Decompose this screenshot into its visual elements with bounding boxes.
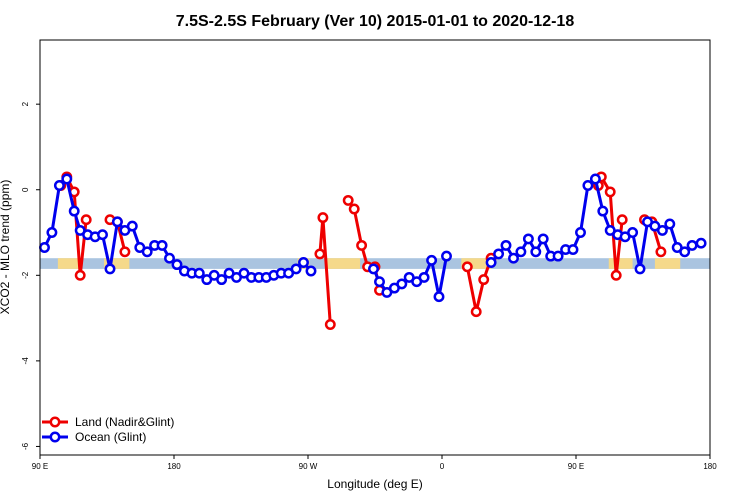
- ocean-data-point: [104, 263, 116, 275]
- ocean-data-point: [433, 291, 445, 303]
- ocean-data-point: [686, 239, 698, 251]
- land-data-point: [74, 269, 86, 281]
- x-tick-label: 90 E: [32, 462, 48, 471]
- land-band: [327, 258, 361, 269]
- ocean-data-point: [418, 271, 430, 283]
- land-band: [57, 258, 82, 269]
- ocean-data-point: [500, 239, 512, 251]
- land-data-point: [119, 246, 131, 258]
- ocean-data-point: [441, 250, 452, 262]
- ocean-data-point: [522, 233, 534, 245]
- y-tick-label: -6: [21, 442, 30, 450]
- land-series-line: [465, 257, 493, 314]
- ocean-data-point: [68, 205, 80, 217]
- ocean-data-point: [508, 252, 519, 264]
- ocean-data-point: [567, 244, 579, 256]
- ocean-data-point: [575, 227, 586, 238]
- legend-land-label: Land (Nadir&Glint): [75, 415, 174, 429]
- ocean-data-point: [97, 229, 108, 241]
- land-data-point: [655, 246, 667, 258]
- land-data-point: [356, 239, 368, 251]
- land-band: [654, 258, 681, 269]
- ocean-data-point: [53, 180, 65, 191]
- ocean-data-point: [216, 274, 228, 286]
- ocean-data-point: [111, 216, 123, 228]
- ocean-data-point: [61, 173, 73, 185]
- x-tick-label: 90 W: [299, 462, 318, 471]
- land-data-point: [461, 261, 473, 273]
- ocean-data-point: [493, 248, 505, 260]
- ocean-data-point: [656, 224, 668, 236]
- land-band: [461, 258, 492, 269]
- ocean-data-point: [141, 246, 153, 258]
- ocean-data-point: [634, 263, 646, 275]
- ocean-data-point: [627, 227, 639, 238]
- land-band: [608, 258, 633, 269]
- ocean-data-point: [597, 205, 609, 217]
- ocean-data-point: [171, 259, 183, 271]
- x-axis: 90 E 180 90 W 0 90 E 180: [32, 455, 717, 471]
- ocean-data-point: [305, 265, 317, 277]
- ocean-data-point: [193, 267, 205, 279]
- ocean-data-point: [589, 173, 601, 185]
- ocean-data-point: [679, 246, 691, 258]
- legend-ocean-label: Ocean (Glint): [75, 430, 146, 444]
- land-data-point: [604, 186, 616, 198]
- y-tick-label: 0: [21, 187, 30, 192]
- ocean-data-point: [39, 242, 50, 253]
- land-data-point: [324, 319, 336, 330]
- ocean-data-point: [515, 246, 527, 258]
- ocean-data-point: [396, 278, 408, 290]
- y-tick-label: -4: [21, 357, 30, 365]
- plot-frame: [39, 39, 711, 456]
- land-data-point: [80, 214, 92, 226]
- y-tick-label: 2: [21, 101, 30, 106]
- chart-title: 7.5S-2.5S February (Ver 10) 2015-01-01 t…: [176, 13, 575, 30]
- x-tick-label: 0: [440, 462, 445, 471]
- x-tick-label: 180: [703, 462, 717, 471]
- land-data-point: [314, 248, 326, 260]
- ocean-data-point: [485, 257, 497, 268]
- x-axis-label: Longitude (deg E): [327, 477, 422, 491]
- land-data-point: [610, 269, 622, 281]
- land-data-point: [342, 194, 354, 206]
- y-axis: 2 0 -2 -4 -6: [21, 101, 40, 450]
- ocean-data-point: [530, 246, 542, 258]
- ocean-data-point: [374, 276, 385, 288]
- ocean-data-point: [298, 257, 309, 268]
- land-data-point: [616, 214, 628, 226]
- ocean-data-point: [126, 220, 138, 232]
- land-data-point: [478, 274, 490, 286]
- y-axis-label: XCO2 - MLO trend (ppm): [0, 180, 12, 315]
- ocean-data-point: [156, 239, 168, 251]
- ocean-data-point: [368, 263, 379, 275]
- x-tick-label: 90 E: [568, 462, 584, 471]
- x-tick-label: 180: [167, 462, 181, 471]
- ocean-data-point: [164, 252, 175, 264]
- ocean-data-point: [46, 227, 58, 238]
- ocean-data-point: [552, 250, 564, 262]
- series-layer: [39, 171, 707, 330]
- ocean-data-point: [426, 254, 438, 266]
- y-tick-label: -2: [21, 271, 30, 279]
- ocean-data-point: [290, 263, 302, 275]
- land-data-point: [317, 212, 329, 224]
- legend-ocean-marker: [49, 431, 61, 443]
- land-data-point: [470, 306, 482, 318]
- ocean-data-point: [664, 218, 676, 230]
- ocean-data-point: [582, 180, 594, 191]
- land-band: [104, 258, 130, 269]
- land-data-point: [348, 203, 360, 215]
- ocean-data-point: [695, 237, 707, 249]
- legend: Land (Nadir&Glint) Ocean (Glint): [42, 415, 174, 444]
- ocean-data-point: [537, 233, 549, 245]
- legend-land-marker: [49, 416, 61, 428]
